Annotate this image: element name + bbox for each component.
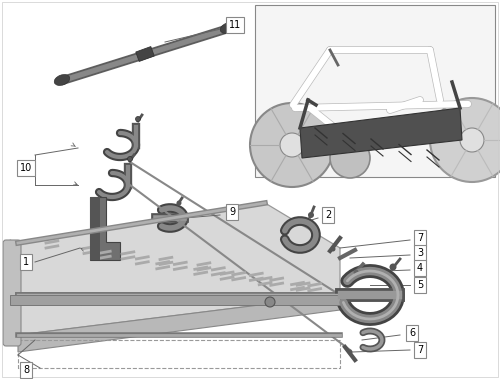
Text: 3: 3 [417, 248, 423, 258]
FancyBboxPatch shape [3, 240, 21, 346]
Circle shape [460, 128, 484, 152]
Ellipse shape [136, 116, 140, 122]
Text: 8: 8 [23, 365, 29, 375]
Bar [255, 5, 495, 177]
Text: 1: 1 [23, 257, 29, 267]
Polygon shape [18, 295, 340, 352]
Polygon shape [300, 108, 462, 158]
Text: 6: 6 [409, 328, 415, 338]
Text: 7: 7 [417, 345, 423, 355]
Ellipse shape [354, 269, 358, 274]
Circle shape [330, 138, 370, 178]
Text: 11: 11 [229, 20, 241, 30]
Circle shape [250, 103, 334, 187]
Text: 2: 2 [325, 210, 331, 220]
Polygon shape [10, 295, 340, 305]
Ellipse shape [220, 23, 236, 33]
Ellipse shape [176, 200, 182, 205]
Text: 4: 4 [417, 263, 423, 273]
Text: 5: 5 [417, 280, 423, 290]
Circle shape [280, 133, 304, 157]
Polygon shape [10, 240, 18, 340]
Polygon shape [90, 197, 120, 260]
Ellipse shape [348, 349, 352, 354]
Circle shape [430, 98, 500, 182]
Circle shape [265, 297, 275, 307]
Ellipse shape [308, 212, 314, 218]
Text: 9: 9 [229, 207, 235, 217]
Ellipse shape [330, 246, 336, 252]
Bar [136, 47, 154, 61]
Text: 10: 10 [20, 163, 32, 173]
Polygon shape [18, 203, 340, 335]
Ellipse shape [128, 157, 132, 161]
Text: 7: 7 [417, 233, 423, 243]
Polygon shape [90, 197, 100, 260]
Ellipse shape [390, 263, 396, 271]
Ellipse shape [54, 75, 70, 85]
